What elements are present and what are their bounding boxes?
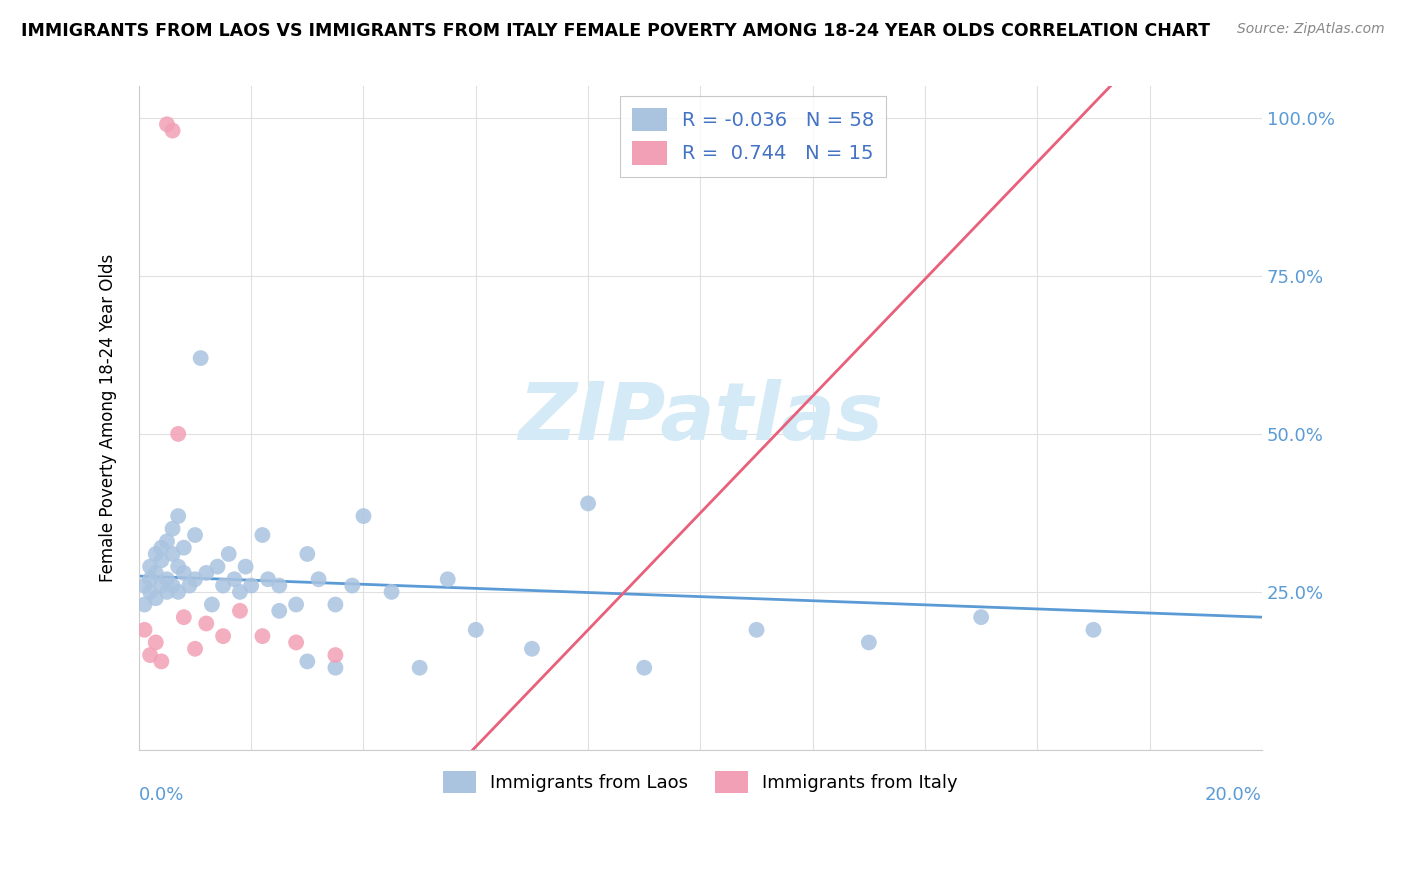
Point (150, 654, 173, 668)
Point (576, 496, 599, 510)
Point (218, 547, 240, 561)
Point (269, 578, 291, 592)
Point (269, 604, 291, 618)
Text: 0.0%: 0.0% (139, 787, 184, 805)
Point (207, 559, 229, 574)
Point (145, 591, 167, 606)
Point (150, 553, 173, 567)
Legend: Immigrants from Laos, Immigrants from Italy: Immigrants from Laos, Immigrants from It… (436, 764, 965, 800)
Point (252, 528, 274, 542)
Point (229, 604, 252, 618)
Point (342, 578, 364, 592)
Point (139, 572, 162, 586)
Point (325, 598, 347, 612)
Point (195, 616, 218, 631)
Point (380, 585, 402, 599)
Point (633, 661, 655, 675)
Point (325, 648, 347, 662)
Text: ZIPatlas: ZIPatlas (517, 379, 883, 457)
Point (970, 610, 993, 624)
Point (139, 585, 162, 599)
Point (195, 566, 218, 580)
Point (162, 578, 184, 592)
Point (325, 661, 347, 675)
Point (167, 585, 190, 599)
Point (179, 578, 201, 592)
Point (190, 351, 212, 365)
Text: IMMIGRANTS FROM LAOS VS IMMIGRANTS FROM ITALY FEMALE POVERTY AMONG 18-24 YEAR OL: IMMIGRANTS FROM LAOS VS IMMIGRANTS FROM … (21, 22, 1211, 40)
Point (212, 629, 235, 643)
Text: 20.0%: 20.0% (1205, 787, 1263, 805)
Point (173, 610, 195, 624)
Point (520, 641, 543, 656)
Point (257, 572, 280, 586)
Point (167, 426, 190, 441)
Point (1083, 623, 1105, 637)
Point (408, 661, 430, 675)
Point (156, 585, 179, 599)
Point (285, 598, 308, 612)
Point (297, 547, 319, 561)
Point (252, 629, 274, 643)
Point (464, 623, 486, 637)
Point (139, 559, 162, 574)
Point (184, 641, 207, 656)
Point (167, 509, 190, 524)
Point (162, 522, 184, 536)
Point (229, 585, 252, 599)
Point (285, 635, 308, 649)
Point (240, 578, 263, 592)
Point (134, 578, 156, 592)
Point (858, 635, 880, 649)
Point (224, 572, 246, 586)
Text: Source: ZipAtlas.com: Source: ZipAtlas.com (1237, 22, 1385, 37)
Point (150, 578, 173, 592)
Point (145, 635, 167, 649)
Point (201, 598, 224, 612)
Point (745, 623, 768, 637)
Point (436, 572, 458, 586)
Point (134, 598, 156, 612)
Point (184, 528, 207, 542)
Point (156, 117, 179, 131)
Point (156, 534, 179, 549)
Point (184, 572, 207, 586)
Point (162, 123, 184, 137)
Point (297, 654, 319, 668)
Point (173, 541, 195, 555)
Point (235, 559, 257, 574)
Point (162, 547, 184, 561)
Point (156, 572, 179, 586)
Point (308, 572, 330, 586)
Y-axis label: Female Poverty Among 18-24 Year Olds: Female Poverty Among 18-24 Year Olds (100, 254, 117, 582)
Point (134, 623, 156, 637)
Point (150, 541, 173, 555)
Point (167, 559, 190, 574)
Point (212, 578, 235, 592)
Point (145, 566, 167, 580)
Point (139, 648, 162, 662)
Point (353, 509, 375, 524)
Point (173, 566, 195, 580)
Point (145, 547, 167, 561)
